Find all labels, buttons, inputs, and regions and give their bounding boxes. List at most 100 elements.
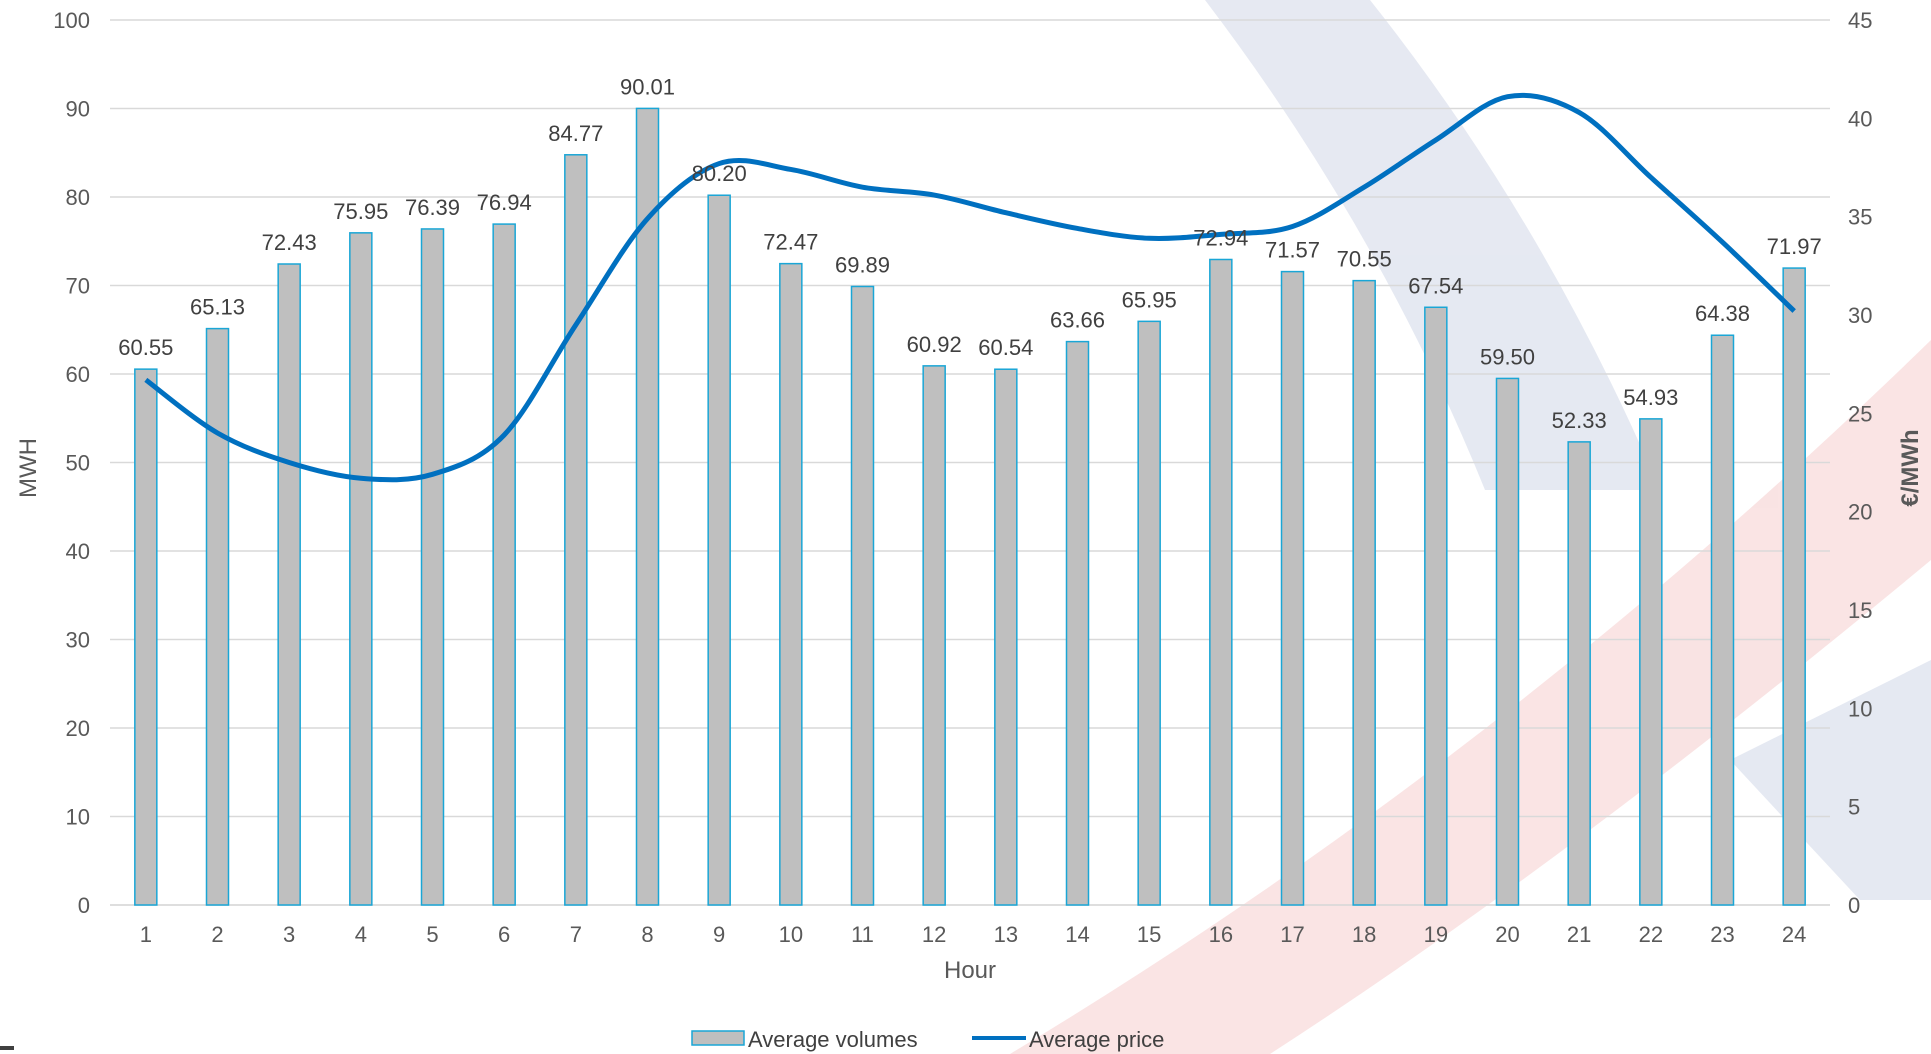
gridlines — [110, 19, 1830, 906]
bar-data-label: 52.33 — [1552, 408, 1607, 433]
y2-tick-label: 15 — [1848, 598, 1872, 623]
bar-data-label: 60.55 — [118, 335, 173, 360]
y-tick-label: 30 — [66, 628, 90, 653]
y-tick-label: 20 — [66, 716, 90, 741]
bar-data-label: 60.92 — [907, 332, 962, 357]
corner-mark — [0, 1046, 14, 1050]
bar — [635, 107, 660, 906]
x-tick-label: 24 — [1782, 922, 1806, 947]
bar-series — [134, 107, 1806, 906]
x-tick-label: 1 — [140, 922, 152, 947]
x-tick-label: 9 — [713, 922, 725, 947]
y2-tick-label: 0 — [1848, 893, 1860, 918]
y2-tick-label: 5 — [1848, 795, 1860, 820]
x-tick-label: 17 — [1280, 922, 1304, 947]
bar — [1495, 377, 1520, 906]
x-tick-label: 6 — [498, 922, 510, 947]
y-tick-label: 50 — [66, 451, 90, 476]
y2-tick-label: 40 — [1848, 106, 1872, 131]
y-tick-label: 40 — [66, 539, 90, 564]
watermark-blue-stripe-lower — [1730, 660, 1931, 900]
bar-data-label: 65.95 — [1122, 287, 1177, 312]
x-tick-label: 10 — [779, 922, 803, 947]
x-tick-label: 7 — [570, 922, 582, 947]
y-tick-label: 60 — [66, 362, 90, 387]
bar — [277, 263, 301, 906]
bar-data-label: 64.38 — [1695, 301, 1750, 326]
bar-data-label: 70.55 — [1337, 247, 1392, 272]
bar — [1424, 306, 1448, 906]
bar-data-label: 63.66 — [1050, 308, 1105, 333]
x-tick-label: 13 — [994, 922, 1018, 947]
y-tick-label: 70 — [66, 274, 90, 299]
bar — [994, 368, 1018, 906]
bar-data-label: 80.20 — [692, 161, 747, 186]
bar — [1352, 279, 1376, 906]
y-axis-left: 0 10 20 30 40 50 60 70 80 90 100 — [53, 8, 90, 918]
x-tick-label: 12 — [922, 922, 946, 947]
y2-tick-label: 10 — [1848, 696, 1872, 721]
bar-data-label: 59.50 — [1480, 344, 1535, 369]
y-axis-right: 0 5 10 15 20 25 30 35 40 45 — [1848, 8, 1872, 918]
x-tick-label: 18 — [1352, 922, 1376, 947]
bar-data-label: 72.43 — [262, 230, 317, 255]
y2-tick-label: 35 — [1848, 205, 1872, 230]
bar-data-label: 90.01 — [620, 74, 675, 99]
bar — [1782, 267, 1806, 906]
y-tick-label: 80 — [66, 185, 90, 210]
y-tick-label: 10 — [66, 805, 90, 830]
line-series — [144, 92, 1796, 483]
x-tick-label: 11 — [851, 922, 874, 947]
bar — [1710, 334, 1735, 906]
y2-tick-label: 30 — [1848, 303, 1872, 328]
y2-tick-label: 45 — [1848, 8, 1872, 33]
x-tick-label: 19 — [1424, 922, 1448, 947]
data-labels: 60.55 65.13 72.43 75.95 76.39 76.94 84.77 90.01… — [118, 74, 1821, 432]
legend-label-volumes: Average volumes — [748, 1027, 918, 1052]
x-tick-label: 4 — [355, 922, 367, 947]
x-tick-label: 15 — [1137, 922, 1161, 947]
bar — [1639, 418, 1663, 906]
bar — [492, 223, 516, 906]
bar-data-label: 75.95 — [333, 199, 388, 224]
x-tick-label: 16 — [1209, 922, 1233, 947]
bar-data-label: 60.54 — [978, 335, 1033, 360]
x-tick-label: 8 — [641, 922, 653, 947]
y2-tick-label: 25 — [1848, 401, 1872, 426]
bar-data-label: 69.89 — [835, 252, 890, 277]
y-tick-label: 100 — [53, 8, 90, 33]
x-tick-label: 21 — [1567, 922, 1591, 947]
x-tick-label: 23 — [1710, 922, 1734, 947]
legend-label-price: Average price — [1029, 1027, 1164, 1052]
y-axis-title: MWH — [15, 438, 42, 498]
bar-data-label: 71.97 — [1767, 234, 1822, 259]
bar-data-label: 67.54 — [1408, 273, 1463, 298]
bar — [922, 365, 946, 906]
bar-data-label: 54.93 — [1623, 385, 1678, 410]
bar — [1280, 270, 1305, 906]
bar-data-label: 76.94 — [477, 190, 532, 215]
bar-data-label: 65.13 — [190, 295, 245, 320]
bar — [779, 262, 803, 906]
x-axis-title: Hour — [944, 957, 996, 984]
x-tick-label: 14 — [1065, 922, 1089, 947]
y-tick-label: 90 — [66, 97, 90, 122]
x-tick-label: 22 — [1639, 922, 1663, 947]
watermark-red-stripe — [1010, 340, 1931, 1054]
bar-data-label: 72.47 — [763, 230, 818, 255]
bar — [1065, 340, 1090, 906]
x-tick-label: 20 — [1495, 922, 1519, 947]
bar — [564, 154, 588, 906]
y2-tick-label: 20 — [1848, 500, 1872, 525]
legend: Average volumes Average price — [691, 1027, 1164, 1052]
y2-axis-title: €/MWh — [1897, 429, 1924, 506]
price-line — [144, 92, 1796, 483]
bar-data-label: 71.57 — [1265, 238, 1320, 263]
bar — [134, 368, 158, 906]
watermark — [1010, 0, 1931, 1054]
bar-data-label: 76.39 — [405, 195, 460, 220]
bar — [850, 285, 875, 906]
bar — [205, 327, 230, 906]
y-tick-label: 0 — [78, 893, 90, 918]
